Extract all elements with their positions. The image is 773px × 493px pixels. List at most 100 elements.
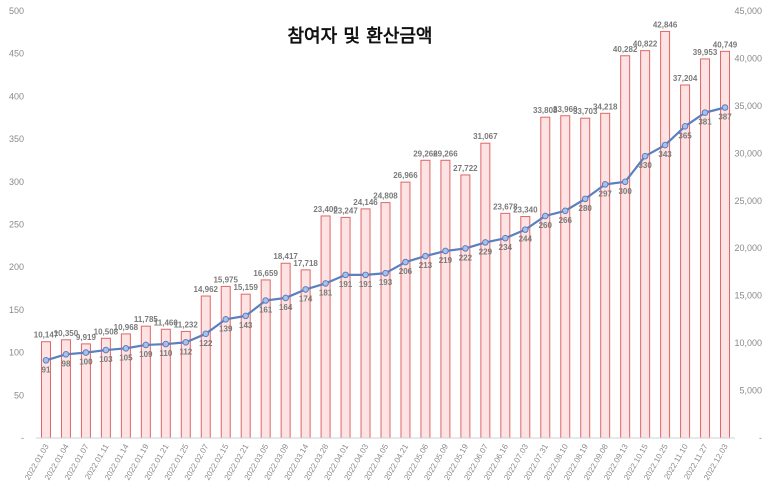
line-series-group [42, 104, 729, 364]
line-value-label: 139 [219, 324, 233, 333]
y-left-tick-label: 300 [9, 177, 24, 187]
line-point [541, 212, 549, 220]
line-value-label: 161 [259, 306, 273, 315]
line-point [122, 345, 130, 352]
line-point [282, 294, 289, 302]
line-value-label: 297 [599, 189, 613, 198]
bar [220, 285, 231, 439]
line-value-label: 103 [99, 355, 113, 364]
y-left-tick-label: - [21, 433, 24, 443]
line-point [162, 340, 170, 348]
bar-value-label: 9,919 [76, 333, 97, 342]
line-value-label: 143 [239, 321, 253, 330]
line-point [82, 349, 90, 356]
bar-series-group [40, 30, 731, 439]
bar-value-label: 15,975 [213, 275, 238, 284]
bar-value-label: 23,247 [333, 206, 358, 215]
bar-value-label: 40,822 [633, 40, 658, 49]
bar [40, 341, 51, 439]
line-point [661, 141, 669, 149]
line-point [322, 280, 329, 287]
line-point [721, 104, 729, 111]
y-right-tick-label: 25,000 [734, 196, 762, 206]
y-left-tick-label: 350 [9, 134, 24, 144]
bar [460, 174, 471, 439]
bar-value-label: 15,159 [233, 283, 258, 292]
bar-value-label: 23,400 [313, 205, 338, 214]
y-left-tick-label: 450 [9, 49, 24, 59]
y-right-tick-label: 5,000 [739, 386, 762, 396]
line-point [262, 297, 269, 304]
y-left-tick-label: 50 [14, 390, 24, 400]
line-point [242, 312, 249, 320]
line-value-label: 260 [539, 221, 553, 230]
line-value-label: 191 [359, 280, 373, 289]
line-value-label: 266 [559, 216, 573, 225]
line-value-label: 105 [119, 353, 133, 362]
bar-value-label: 39,953 [693, 48, 718, 57]
bar [660, 30, 671, 439]
line-point [482, 239, 489, 246]
bar [340, 216, 351, 439]
line-point [601, 181, 609, 188]
line-point [182, 339, 190, 346]
line-value-label: 193 [379, 278, 393, 287]
y-right-tick-label: 40,000 [734, 53, 762, 63]
line-value-label: 91 [42, 365, 51, 374]
bar [320, 215, 331, 439]
y-right-tick-label: 10,000 [734, 338, 762, 348]
bar-value-label: 37,204 [673, 74, 698, 83]
line-point [382, 269, 389, 277]
line-value-label: 280 [579, 204, 593, 213]
bar [420, 159, 431, 439]
bar [640, 50, 651, 439]
bar-value-label: 29,266 [413, 149, 438, 158]
line-value-label: 122 [199, 339, 213, 348]
line-point [342, 271, 349, 279]
line-value-label: 164 [279, 303, 293, 312]
bar-value-label: 14,962 [194, 285, 219, 294]
line-point [522, 226, 529, 233]
bar-value-label: 10,508 [94, 327, 119, 336]
line-point [561, 207, 569, 215]
bar-value-label: 33,960 [553, 105, 578, 114]
bar [400, 181, 411, 439]
bar-value-label: 42,846 [653, 20, 678, 29]
line-value-label: 343 [658, 150, 672, 159]
bar-value-label: 11,460 [154, 318, 179, 327]
line-point [102, 346, 110, 354]
y-right-tick-label: 15,000 [734, 291, 762, 301]
line-value-label: 98 [62, 359, 71, 368]
bar [480, 142, 491, 439]
line-value-label: 387 [718, 113, 732, 122]
line-value-label: 234 [499, 243, 513, 252]
bar-value-label: 10,968 [114, 323, 139, 332]
line-point [362, 271, 369, 279]
bar-value-label: 23,340 [513, 206, 538, 215]
y-right-tick-label: - [759, 433, 762, 443]
line-point [422, 252, 429, 260]
y-left-tick-label: 250 [9, 220, 24, 230]
y-left-tick-label: 200 [9, 262, 24, 272]
bar-value-label: 17,718 [293, 259, 318, 268]
bar [200, 295, 211, 439]
chart-title: 참여자 및 환산금액 [287, 25, 432, 47]
bar [540, 116, 551, 439]
line-point [641, 152, 649, 160]
line-point [42, 356, 50, 364]
line-value-label: 112 [179, 347, 192, 356]
y-right-tick-label: 35,000 [734, 101, 762, 111]
line-value-label: 244 [519, 235, 533, 244]
line-value-label: 100 [79, 358, 93, 367]
bar [600, 112, 611, 439]
line-value-label: 213 [419, 261, 433, 270]
line-value-label: 381 [698, 118, 712, 127]
bar-value-label: 33,703 [573, 107, 598, 116]
bar-value-label: 40,282 [613, 45, 638, 54]
line-point [202, 330, 210, 338]
line-value-label: 191 [339, 280, 353, 289]
y-right-tick-label: 45,000 [734, 6, 762, 16]
line-point [621, 178, 629, 186]
line-value-label: 229 [479, 247, 493, 256]
